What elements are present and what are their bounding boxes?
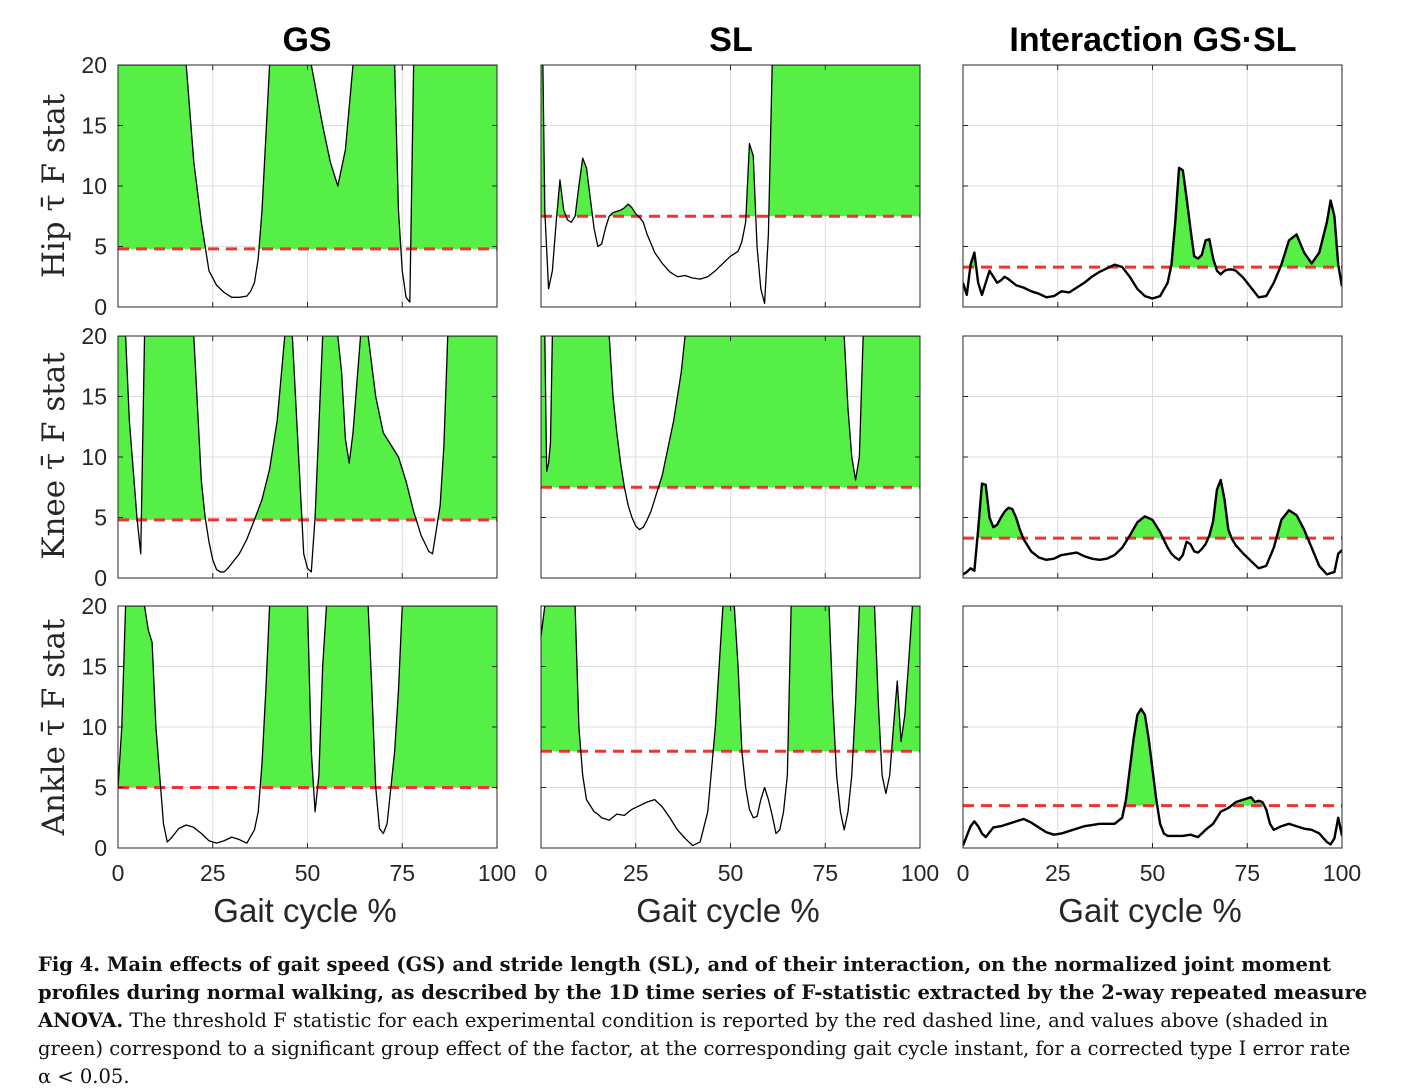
y-tick-label: 20 xyxy=(81,323,107,349)
x-tick-label: 75 xyxy=(1234,860,1260,886)
grid-hip-interaction xyxy=(963,65,1342,307)
f-stat-curve-knee-gs xyxy=(118,336,497,573)
row-label-hip: Hip τ̄ F stat xyxy=(36,93,72,278)
y-tick-label: 5 xyxy=(94,234,107,260)
xlabel-gs: Gait cycle % xyxy=(213,892,396,929)
ticks-knee-interaction xyxy=(962,335,1343,579)
x-tick-label: 0 xyxy=(957,860,970,886)
ticks-hip-sl xyxy=(540,64,921,308)
ticks-hip-gs xyxy=(117,64,498,308)
significant-area-hip-gs xyxy=(118,65,497,249)
y-tick-label: 20 xyxy=(81,593,107,619)
panel-knee-sl xyxy=(540,335,921,579)
f-stat-curve-ankle-sl xyxy=(541,606,920,847)
f-stat-curve-knee-interaction xyxy=(963,478,1342,576)
column-title-gs: GS xyxy=(282,21,331,59)
significant-area-ankle-sl xyxy=(541,606,920,752)
y-tick-label: 15 xyxy=(81,113,107,139)
x-tick-label: 100 xyxy=(478,860,516,886)
ticks-ankle-interaction xyxy=(962,605,1343,849)
x-tick-label: 50 xyxy=(718,860,744,886)
column-title-interaction: Interaction GS·SL xyxy=(1009,21,1296,59)
x-tick-label: 100 xyxy=(1323,860,1361,886)
significant-area-ankle-gs xyxy=(118,606,497,788)
figure-caption: Fig 4. Main effects of gait speed (GS) a… xyxy=(38,951,1368,1091)
panel-hip-interaction xyxy=(962,64,1343,308)
panel-hip-sl xyxy=(540,64,921,308)
x-tick-label: 25 xyxy=(1045,860,1071,886)
xlabel-sl: Gait cycle % xyxy=(636,892,819,929)
grid-hip-sl xyxy=(541,65,920,307)
y-tick-label: 10 xyxy=(81,173,107,199)
x-tick-label: 75 xyxy=(389,860,415,886)
xlabel-interaction: Gait cycle % xyxy=(1058,892,1241,929)
significant-area-knee-gs xyxy=(118,336,497,520)
panel-knee-interaction xyxy=(962,335,1343,579)
f-stat-curve-hip-interaction xyxy=(963,166,1342,300)
ticks-ankle-sl xyxy=(540,605,921,849)
panel-hip-gs: 0 5 10 15 20 xyxy=(81,52,498,320)
f-stat-curve-ankle-gs xyxy=(118,606,497,844)
significant-area-hip-interaction xyxy=(963,167,1342,268)
ticks-knee-gs xyxy=(117,335,498,579)
significant-area-ankle-interaction xyxy=(963,708,1342,806)
y-tick-label: 15 xyxy=(81,384,107,410)
f-stat-curve-ankle-interaction xyxy=(963,707,1342,847)
y-tick-label: 15 xyxy=(81,654,107,680)
panel-ankle-interaction: 0 25 50 75 100 xyxy=(957,605,1361,886)
x-tick-label: 50 xyxy=(1140,860,1166,886)
column-title-sl: SL xyxy=(709,21,752,59)
significant-area-hip-sl xyxy=(541,65,920,217)
x-tick-label: 50 xyxy=(295,860,321,886)
caption-bold: Fig 4. Main effects of gait speed (GS) a… xyxy=(38,953,1368,1032)
panel-knee-gs: 0 5 10 15 20 xyxy=(81,323,498,591)
grid-knee-interaction xyxy=(963,336,1342,578)
panel-ankle-sl: 0 25 50 75 100 xyxy=(535,605,939,886)
y-tick-label: 0 xyxy=(94,294,107,320)
x-tick-label: 75 xyxy=(812,860,838,886)
ticks-ankle-gs xyxy=(117,605,498,849)
ticks-knee-sl xyxy=(540,335,921,579)
panel-ankle-gs: 0 25 50 75 100 0 5 10 15 20 xyxy=(81,593,516,886)
x-tick-label: 0 xyxy=(112,860,125,886)
grid-ankle-interaction xyxy=(963,606,1342,848)
y-tick-label: 0 xyxy=(94,835,107,861)
row-labels: Hip τ̄ F stat Knee τ̄ F stat Ankle τ̄ F … xyxy=(36,93,72,836)
x-tick-label: 25 xyxy=(623,860,649,886)
y-tick-label: 5 xyxy=(94,505,107,531)
x-tick-label: 25 xyxy=(200,860,226,886)
ticks-hip-interaction xyxy=(962,64,1343,308)
caption-normal: The threshold F statistic for each exper… xyxy=(38,1009,1351,1088)
f-stat-curve-hip-sl xyxy=(541,65,920,305)
y-tick-label: 20 xyxy=(81,52,107,78)
column-titles: GS SL Interaction GS·SL xyxy=(282,21,1296,59)
row-label-ankle: Ankle τ̄ F stat xyxy=(36,618,72,836)
y-tick-label: 10 xyxy=(81,714,107,740)
y-tick-label: 0 xyxy=(94,565,107,591)
x-tick-label: 0 xyxy=(535,860,548,886)
f-stat-curve-hip-gs xyxy=(118,65,497,303)
y-tick-label: 5 xyxy=(94,775,107,801)
row-label-knee: Knee τ̄ F stat xyxy=(36,352,72,560)
x-tick-label: 100 xyxy=(901,860,939,886)
f-stat-curve-knee-sl xyxy=(541,336,920,531)
y-tick-label: 10 xyxy=(81,444,107,470)
x-axis-labels: Gait cycle % Gait cycle % Gait cycle % xyxy=(213,892,1241,929)
significant-area-knee-sl xyxy=(541,336,920,488)
